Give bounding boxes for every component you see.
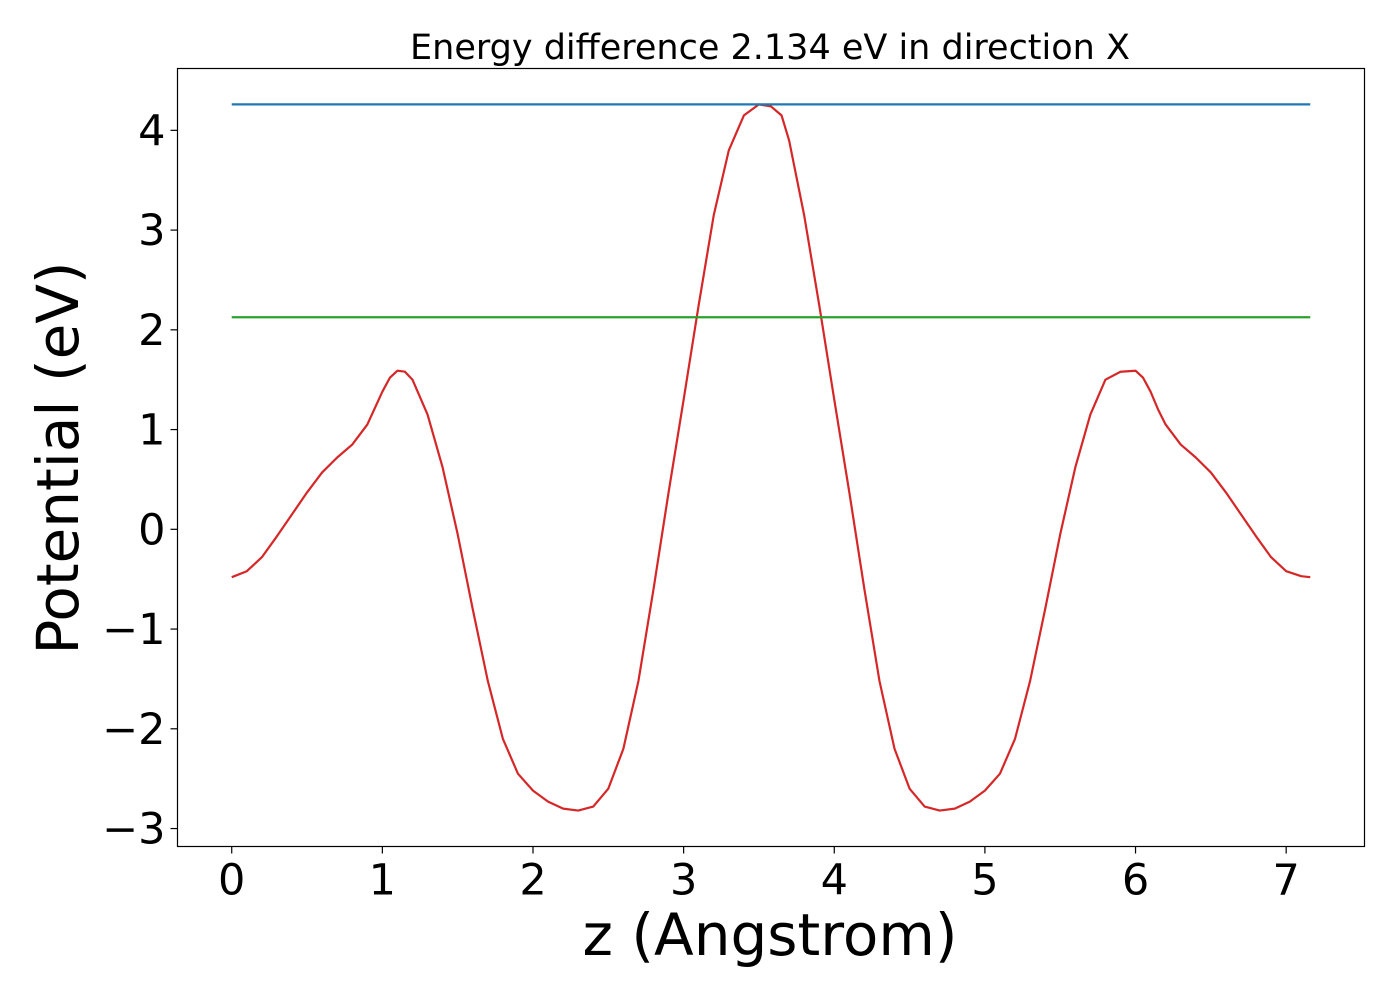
x-tick-label: 7 (1272, 856, 1299, 906)
series-layer (231, 103, 1311, 812)
x-axis-label: z (Angstrom) (583, 901, 958, 969)
y-tick-label: −3 (102, 805, 165, 855)
y-tick-label: 1 (138, 406, 165, 456)
x-tick-label: 4 (821, 856, 848, 906)
plot-frame (176, 67, 1366, 848)
x-tick-label: 5 (971, 856, 998, 906)
y-tick-label: 4 (138, 106, 165, 156)
x-tick-label: 2 (519, 856, 546, 906)
y-tick-label: −1 (102, 605, 165, 655)
chart-title: Energy difference 2.134 eV in direction … (410, 28, 1130, 68)
x-tick-label: 0 (218, 856, 245, 906)
potential-curve (231, 103, 1311, 812)
x-axis-ticks: 0 1 2 3 4 5 6 7 (218, 846, 1300, 906)
x-tick-label: 3 (670, 856, 697, 906)
y-tick-label: 2 (138, 306, 165, 356)
y-tick-label: −2 (102, 705, 165, 755)
y-axis-ticks: −3 −2 −1 0 1 2 3 4 (102, 106, 178, 855)
x-tick-label: 6 (1122, 856, 1149, 906)
y-tick-label: 0 (138, 505, 165, 555)
y-axis-label: Potential (eV) (24, 261, 92, 654)
y-tick-label: 3 (138, 206, 165, 256)
x-tick-label: 1 (369, 856, 396, 906)
